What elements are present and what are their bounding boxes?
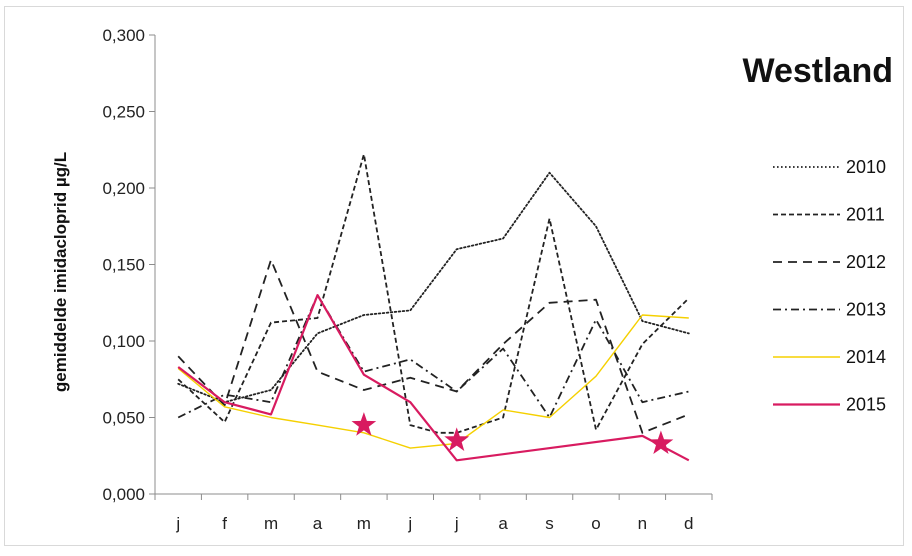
series-layer <box>177 153 690 462</box>
x-tick-label: n <box>638 514 647 533</box>
series-line-2013 <box>177 294 690 419</box>
series-line-2011 <box>177 153 690 434</box>
x-tick-label: d <box>684 514 693 533</box>
legend-label-2014: 2014 <box>846 347 886 367</box>
y-tick-label: 0,150 <box>102 256 145 275</box>
x-tick-label: j <box>175 514 180 533</box>
legend-label-2012: 2012 <box>846 252 886 272</box>
star-marker-3 <box>648 430 674 454</box>
series-line-2010 <box>177 171 690 404</box>
annotation-layer <box>351 412 674 454</box>
x-tick-label: s <box>545 514 554 533</box>
x-tick-label: m <box>264 514 278 533</box>
legend-label-2011: 2011 <box>846 205 885 225</box>
x-tick-label: f <box>222 514 227 533</box>
legend: 2010 2011 2012 2013 2014 2015 <box>773 157 886 415</box>
legend-label-2015: 2015 <box>846 395 886 415</box>
legend-label-2013: 2013 <box>846 300 886 320</box>
x-tick-label: a <box>498 514 508 533</box>
y-tick-label: 0,050 <box>102 409 145 428</box>
x-tick-label: m <box>357 514 371 533</box>
y-tick-label: 0,300 <box>102 26 145 45</box>
x-tick-label: a <box>313 514 323 533</box>
x-tick-label: j <box>407 514 412 533</box>
y-tick-label: 0,000 <box>102 485 145 504</box>
y-tick-label: 0,250 <box>102 103 145 122</box>
series-line-2014 <box>177 314 689 449</box>
y-tick-label: 0,200 <box>102 179 145 198</box>
x-tick-label: j <box>454 514 459 533</box>
y-axis-label: gemiddelde imidacloprid µg/L <box>51 152 70 392</box>
series-line-2012 <box>177 258 690 434</box>
legend-label-2010: 2010 <box>846 157 886 177</box>
series-line-2015 <box>177 294 690 462</box>
star-marker-2 <box>444 427 470 451</box>
x-tick-label: o <box>591 514 600 533</box>
chart-title: Westland <box>742 52 893 90</box>
y-tick-label: 0,100 <box>102 332 145 351</box>
star-marker-1 <box>351 412 377 436</box>
axes: 0,000 0,050 0,100 0,150 0,200 0,250 0,300 j f m a m… <box>102 26 713 533</box>
